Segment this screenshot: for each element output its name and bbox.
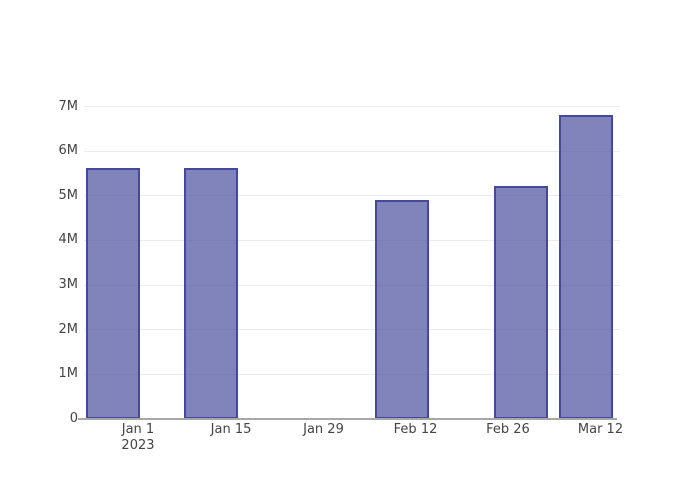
gridline bbox=[84, 239, 620, 241]
bar[interactable] bbox=[184, 167, 239, 419]
y-tick-label: 4M bbox=[58, 232, 79, 248]
x-axis-line bbox=[78, 418, 617, 420]
x-tick-date: Feb 12 bbox=[393, 422, 438, 437]
plot-area bbox=[84, 90, 620, 419]
bar[interactable] bbox=[559, 114, 614, 419]
y-tick-label: 3M bbox=[58, 277, 79, 293]
x-tick-label: Jan 29 bbox=[303, 422, 344, 438]
bar[interactable] bbox=[85, 167, 140, 419]
gridline bbox=[84, 106, 620, 108]
y-tick-label: 2M bbox=[58, 321, 79, 337]
y-tick-label: 0 bbox=[69, 411, 78, 426]
bar[interactable] bbox=[375, 199, 430, 419]
x-tick-date: Jan 15 bbox=[210, 422, 252, 437]
gridline bbox=[84, 150, 620, 152]
x-tick-label: Jan 15 bbox=[211, 422, 252, 438]
x-tick-date: Feb 26 bbox=[486, 422, 530, 437]
y-tick-label: 7M bbox=[58, 98, 79, 114]
x-tick-label: Feb 26 bbox=[486, 422, 530, 438]
bar[interactable] bbox=[494, 185, 549, 419]
gridline bbox=[84, 373, 620, 375]
gridline bbox=[84, 284, 620, 286]
x-tick-label: Jan 1 2023 bbox=[121, 422, 154, 454]
x-tick-date: Mar 12 bbox=[577, 422, 624, 437]
x-tick-date: Jan 29 bbox=[303, 422, 344, 437]
x-tick-label: Feb 12 bbox=[394, 422, 438, 438]
x-tick-date: Jan 1 bbox=[121, 422, 155, 437]
x-tick-year: 2023 bbox=[121, 438, 155, 453]
gridline bbox=[84, 329, 620, 331]
y-tick-label: 1M bbox=[58, 366, 79, 382]
gridline bbox=[84, 195, 620, 197]
y-tick-label: 6M bbox=[58, 143, 79, 159]
y-tick-label: 5M bbox=[58, 187, 79, 203]
x-tick-label: Mar 12 bbox=[578, 422, 623, 438]
